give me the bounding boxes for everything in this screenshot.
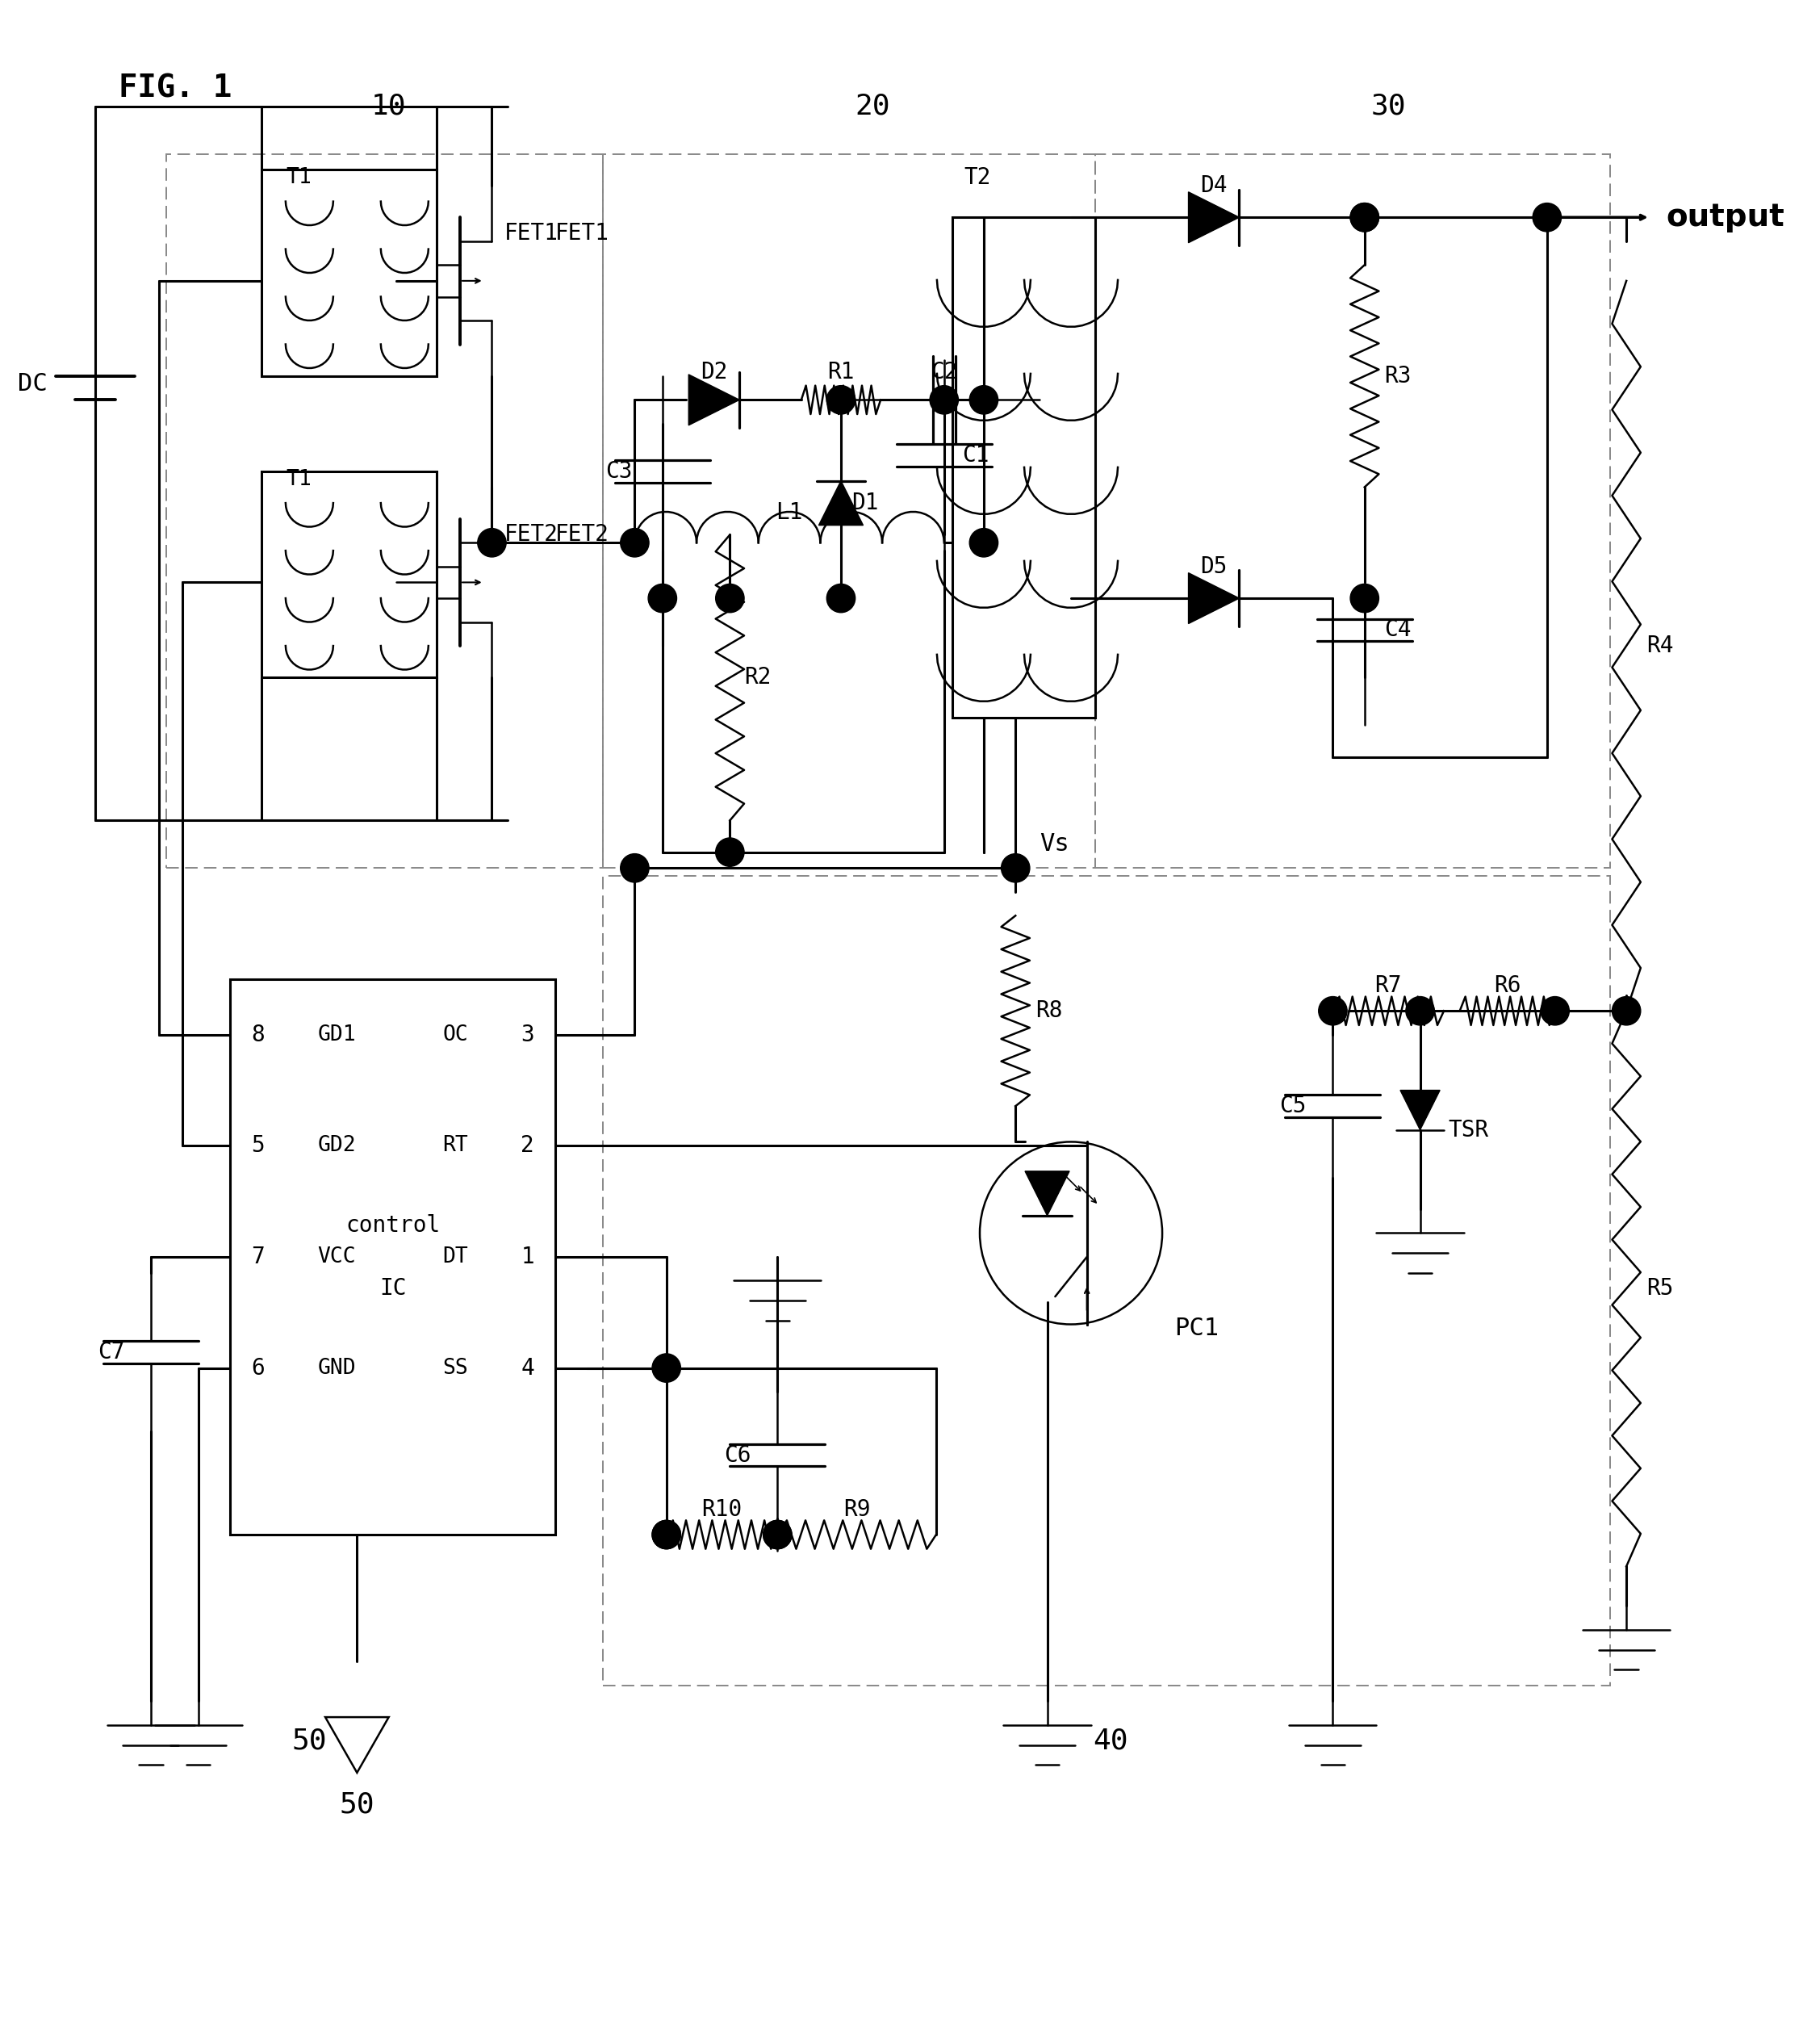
Text: TSR: TSR [1448, 1118, 1489, 1141]
Text: IC: IC [379, 1278, 406, 1300]
Bar [166, 153, 602, 869]
Circle shape [620, 854, 649, 883]
Text: PC1: PC1 [1174, 1316, 1219, 1341]
Text: 50: 50 [339, 1791, 375, 1819]
Circle shape [930, 386, 959, 415]
Bar [261, 170, 436, 376]
Text: R9: R9 [844, 1498, 871, 1521]
Circle shape [1001, 854, 1030, 883]
Text: R1: R1 [828, 362, 855, 384]
Text: GND: GND [317, 1357, 355, 1378]
Text: 7: 7 [251, 1245, 265, 1267]
Circle shape [1612, 997, 1641, 1026]
Text: D5: D5 [1201, 556, 1228, 578]
Text: 50: 50 [292, 1727, 326, 1754]
Bar [231, 979, 555, 1535]
Text: 5: 5 [251, 1134, 265, 1157]
Text: C5: C5 [1280, 1096, 1307, 1118]
Polygon shape [1188, 572, 1239, 623]
Text: FIG. 1: FIG. 1 [119, 74, 233, 104]
Text: R4: R4 [1646, 634, 1673, 658]
Circle shape [1318, 997, 1347, 1026]
Circle shape [1406, 997, 1435, 1026]
Text: 1: 1 [521, 1245, 534, 1267]
Polygon shape [689, 374, 739, 425]
Circle shape [826, 585, 855, 613]
Circle shape [763, 1521, 792, 1549]
Circle shape [716, 585, 745, 613]
Text: Vs: Vs [1039, 832, 1069, 856]
Text: T1: T1 [285, 468, 312, 491]
Text: C4: C4 [1385, 619, 1412, 642]
Text: T1: T1 [285, 168, 312, 188]
Bar [261, 472, 436, 679]
Circle shape [647, 585, 676, 613]
Text: 2: 2 [521, 1134, 534, 1157]
Circle shape [970, 529, 999, 556]
Text: FET1: FET1 [555, 223, 609, 245]
Text: C3: C3 [606, 460, 633, 482]
Text: C2: C2 [930, 362, 957, 384]
Text: 3: 3 [521, 1024, 534, 1047]
Bar [1094, 153, 1610, 869]
Polygon shape [819, 480, 864, 525]
Text: R3: R3 [1385, 364, 1412, 388]
Text: RT: RT [442, 1134, 469, 1157]
Text: 6: 6 [251, 1357, 265, 1380]
Text: R5: R5 [1646, 1278, 1673, 1300]
Bar [952, 217, 1094, 717]
Text: FET1: FET1 [505, 223, 559, 245]
Text: VCC: VCC [317, 1247, 355, 1267]
Bar [602, 153, 1094, 869]
Text: 30: 30 [1370, 92, 1406, 121]
Text: GD1: GD1 [317, 1024, 355, 1044]
Text: R2: R2 [745, 666, 772, 689]
Text: control: control [346, 1214, 440, 1237]
Text: 10: 10 [371, 92, 406, 121]
Text: D2: D2 [701, 362, 728, 384]
Circle shape [1542, 997, 1569, 1026]
Polygon shape [1188, 192, 1239, 243]
Bar [602, 877, 1610, 1686]
Text: OC: OC [442, 1024, 469, 1044]
Text: R6: R6 [1495, 975, 1522, 997]
Polygon shape [1401, 1089, 1441, 1130]
Circle shape [478, 529, 507, 556]
Text: D4: D4 [1201, 174, 1228, 196]
Circle shape [763, 1521, 792, 1549]
Text: FET2: FET2 [505, 523, 559, 546]
Polygon shape [1026, 1171, 1069, 1216]
Text: C7: C7 [97, 1341, 124, 1363]
Circle shape [1350, 202, 1379, 231]
Text: 40: 40 [1093, 1727, 1129, 1754]
Text: SS: SS [442, 1357, 469, 1378]
Circle shape [826, 386, 855, 415]
Circle shape [653, 1521, 682, 1549]
Text: 20: 20 [855, 92, 891, 121]
Circle shape [1350, 585, 1379, 613]
Circle shape [970, 386, 999, 415]
Circle shape [716, 838, 745, 867]
Text: output: output [1666, 202, 1785, 233]
Text: DT: DT [442, 1247, 469, 1267]
Circle shape [653, 1353, 682, 1382]
Text: C6: C6 [725, 1443, 752, 1468]
Text: FET2: FET2 [555, 523, 609, 546]
Text: GD2: GD2 [317, 1134, 355, 1157]
Text: C1: C1 [963, 444, 990, 466]
Text: R8: R8 [1035, 1000, 1062, 1022]
Text: 4: 4 [521, 1357, 534, 1380]
Text: T2: T2 [965, 166, 992, 188]
Text: R7: R7 [1376, 975, 1403, 997]
Circle shape [1350, 202, 1379, 231]
Circle shape [653, 1521, 682, 1549]
Circle shape [1533, 202, 1561, 231]
Text: D1: D1 [851, 493, 878, 515]
Text: L1: L1 [775, 501, 802, 523]
Text: R10: R10 [701, 1498, 743, 1521]
Circle shape [620, 529, 649, 556]
Text: 8: 8 [251, 1024, 265, 1047]
Text: DC: DC [18, 372, 47, 397]
